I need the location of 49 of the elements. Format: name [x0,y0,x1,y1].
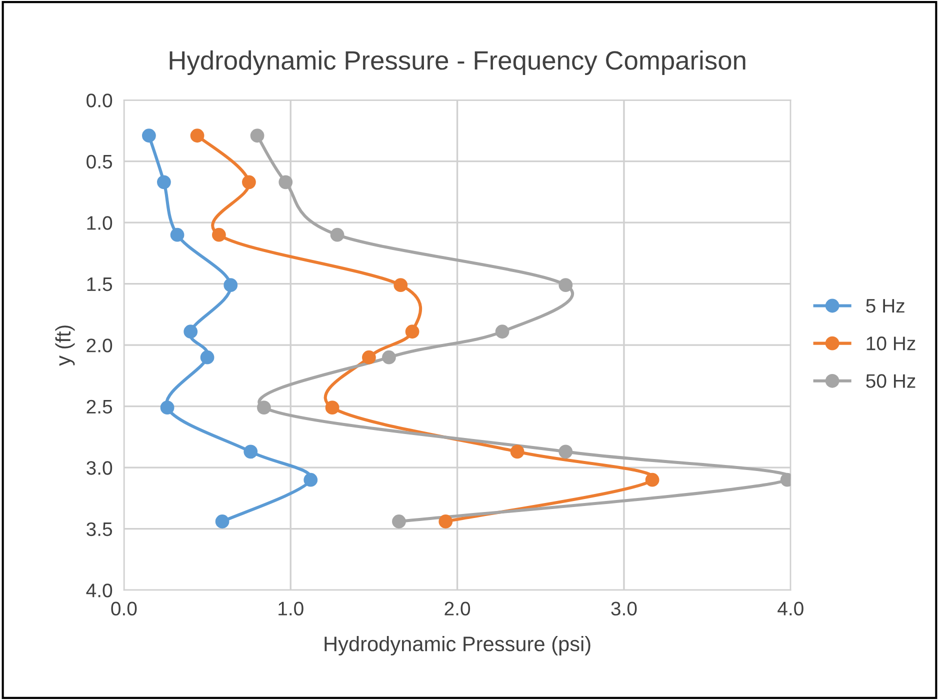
point [392,514,406,528]
y-tick-label: 0.5 [86,154,112,169]
point [257,400,271,415]
point [510,444,524,459]
chart-title: Hydrodynamic Pressure - Frequency Comparison [170,50,746,76]
point [212,228,226,242]
point [170,228,184,242]
point [438,514,453,528]
y-tick-label: 1.5 [87,278,112,292]
point [190,128,204,143]
point [645,472,660,487]
point [362,350,376,364]
point [558,444,573,459]
y-tick-label: 0.0 [86,94,112,108]
point [495,324,510,339]
y-tick-label: 1.0 [87,216,112,230]
y-tick-label: 2.5 [86,400,112,414]
y-tick-label: 3.5 [86,522,112,536]
x-tick-label: 4.0 [778,602,804,616]
x-tick-label: 2.0 [444,602,470,616]
x-tick-label: 3.0 [611,602,637,616]
point [184,324,198,339]
legend-label: 5 Hz [866,299,904,313]
point [330,228,344,242]
point [394,278,408,292]
point [142,128,156,143]
legend-label: 50 Hz [866,374,916,388]
point [215,514,230,528]
point [160,400,174,415]
y-axis-title: y (ft) [55,326,75,366]
point [382,350,396,364]
point [250,128,264,143]
point [224,278,238,292]
x-axis-title: Hydrodynamic Pressure (psi) [324,636,590,656]
y-tick-label: 4.0 [86,584,112,598]
x-tick-label: 1.0 [278,602,304,616]
point [157,175,171,190]
point [242,175,256,190]
legend-label: 10 Hz [866,336,916,350]
point [304,472,318,487]
point [405,324,420,339]
point [278,175,293,190]
x-tick-label: 0.0 [111,602,137,616]
y-tick-label: 3.0 [86,461,112,475]
point [558,278,573,292]
y-tick-label: 2.0 [86,338,112,352]
point [200,350,214,364]
point [244,444,258,459]
point [325,400,340,415]
